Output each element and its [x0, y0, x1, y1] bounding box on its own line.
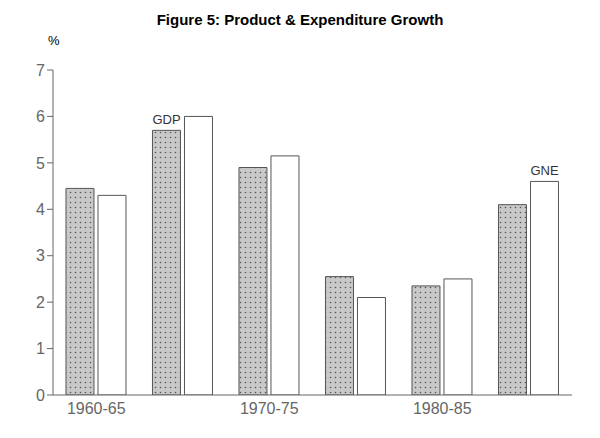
svg-text:3: 3 [36, 247, 45, 264]
svg-text:6: 6 [36, 108, 45, 125]
svg-text:0: 0 [36, 387, 45, 404]
html-text:Figure 5: Product & Expenditur: Figure 5: Product & Expenditure Growth [156, 11, 444, 28]
svg-text:7: 7 [36, 62, 45, 79]
svg-text:GNE: GNE [530, 163, 559, 178]
svg-text:1: 1 [36, 340, 45, 357]
svg-text:2: 2 [36, 294, 45, 311]
svg-text:4: 4 [36, 201, 45, 218]
svg-text:5: 5 [36, 155, 45, 172]
svg-text:GDP: GDP [152, 112, 180, 127]
svg-text:1980-85: 1980-85 [413, 400, 472, 417]
svg-text:1960-65: 1960-65 [67, 400, 126, 417]
svg-text:1970-75: 1970-75 [240, 400, 299, 417]
